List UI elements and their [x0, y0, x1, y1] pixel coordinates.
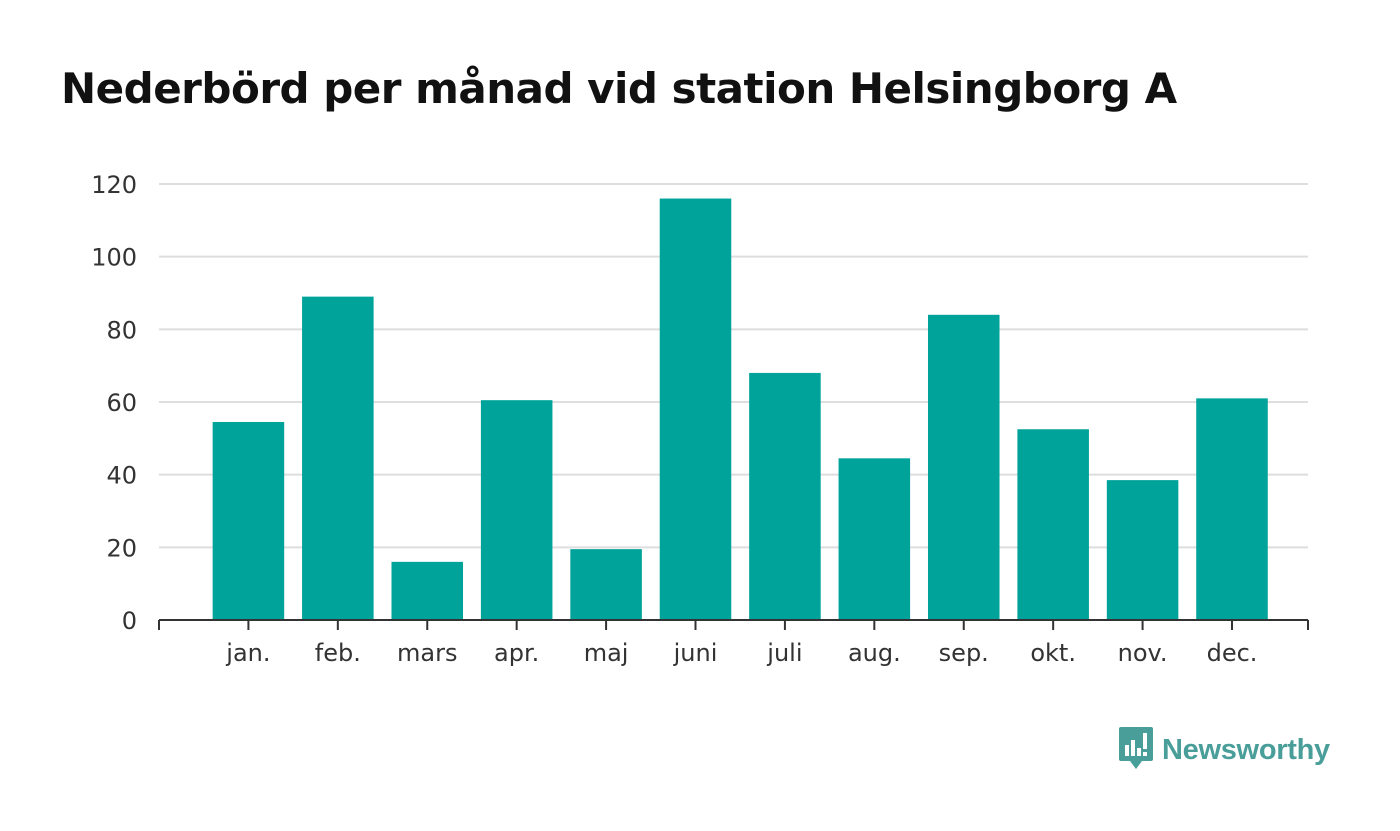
- x-tick-label: mars: [397, 639, 457, 667]
- bar-8: [927, 314, 1000, 620]
- y-tick-label: 0: [122, 607, 137, 635]
- x-tick-label: jan.: [225, 639, 270, 667]
- y-tick-label: 120: [91, 171, 137, 199]
- bar-0: [212, 421, 285, 620]
- bar-9: [1017, 429, 1089, 620]
- x-tick-label: nov.: [1118, 639, 1168, 667]
- x-tick-label: dec.: [1207, 639, 1258, 667]
- x-tick-label: sep.: [939, 639, 989, 667]
- newsworthy-logo-text: Newsworthy: [1162, 733, 1330, 766]
- bar-4: [570, 549, 642, 620]
- bar-3: [480, 400, 553, 620]
- axes: [158, 619, 1309, 630]
- bars: [212, 198, 1268, 621]
- bar-11: [1196, 398, 1268, 620]
- bar-7: [838, 458, 911, 620]
- x-tick-label: juni: [673, 639, 718, 667]
- bar-5: [659, 198, 732, 621]
- y-tick-label: 20: [106, 534, 137, 562]
- x-tick-label: aug.: [848, 639, 901, 667]
- x-tick-labels: jan. feb. mars apr. maj juni juli aug. sep. okt. n…: [225, 639, 1257, 667]
- x-tick-label: feb.: [315, 639, 361, 667]
- y-tick-labels: 0 20 40 60 80 100 120: [91, 171, 137, 635]
- y-tick-label: 60: [106, 389, 137, 417]
- newsworthy-logo-icon: [1118, 726, 1154, 774]
- y-tick-label: 40: [106, 462, 137, 490]
- bar-10: [1106, 480, 1179, 620]
- x-tick-label: juli: [766, 639, 802, 667]
- x-tick-label: okt.: [1030, 639, 1076, 667]
- x-tick-label: maj: [584, 639, 629, 667]
- chart-title: Nederbörd per månad vid station Helsingb…: [61, 64, 1177, 113]
- y-tick-label: 100: [91, 244, 137, 272]
- bar-6: [749, 372, 821, 620]
- y-tick-label: 80: [106, 316, 137, 344]
- x-tick-label: apr.: [494, 639, 539, 667]
- newsworthy-logo: Newsworthy: [1118, 726, 1330, 774]
- bar-2: [391, 561, 464, 620]
- bar-1: [302, 296, 374, 620]
